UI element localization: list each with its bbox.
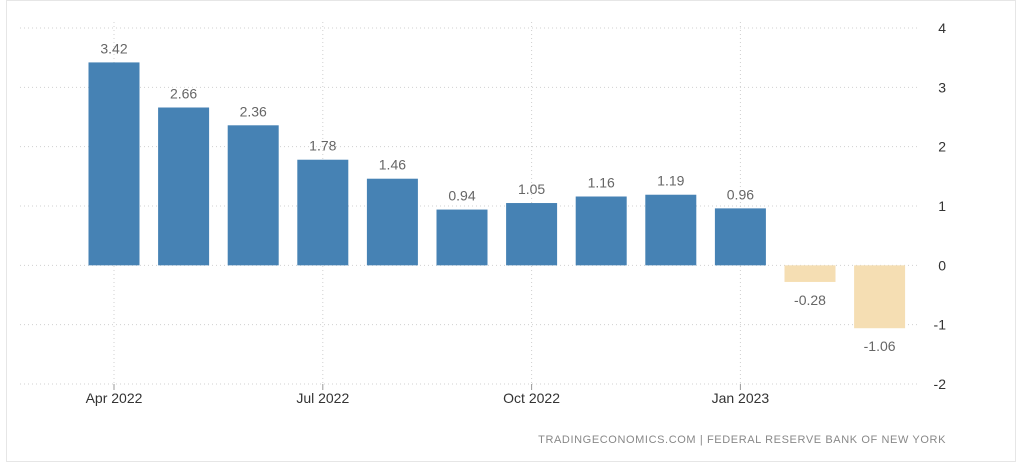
- y-tick-label: 3: [938, 79, 946, 95]
- y-tick-label: -2: [934, 376, 947, 392]
- y-tick-label: 0: [938, 257, 946, 273]
- bar: [88, 62, 140, 266]
- bar: [714, 208, 766, 266]
- y-tick-label: 4: [938, 20, 946, 36]
- bar: [158, 107, 210, 266]
- bar: [575, 196, 627, 266]
- bar: [297, 159, 349, 266]
- bar: [854, 265, 906, 329]
- y-axis: 4 3 2 1 0 -1 -2: [934, 20, 947, 392]
- bar: [366, 178, 418, 266]
- bar-value-label: -0.28: [794, 292, 826, 308]
- source-credit: TRADINGECONOMICS.COM | FEDERAL RESERVE B…: [538, 434, 946, 446]
- y-tick-label: 2: [938, 139, 946, 155]
- chart-data-labels: 3.42 2.66 2.36 1.78 1.46 0.94 1.05 1.16 1.19 0.96…: [100, 40, 895, 354]
- bar-value-label: 1.05: [518, 181, 545, 197]
- bar-value-label: 1.19: [657, 173, 684, 189]
- bar: [784, 265, 836, 282]
- x-tick-label: Jan 2023: [712, 390, 770, 406]
- bar-value-label: 3.42: [100, 40, 127, 56]
- x-tick-label: Oct 2022: [503, 390, 560, 406]
- bar-value-label: 1.16: [588, 175, 615, 191]
- y-tick-label: -1: [934, 317, 947, 333]
- bar-value-label: -1.06: [864, 338, 896, 354]
- bar-value-label: 1.78: [309, 138, 336, 154]
- bar-value-label: 2.66: [170, 86, 197, 102]
- bar: [506, 203, 558, 266]
- bar-value-label: 0.94: [448, 188, 475, 204]
- bar: [227, 125, 279, 266]
- chart-bars: [88, 62, 906, 329]
- bar-value-label: 0.96: [727, 186, 754, 202]
- bar: [645, 194, 697, 266]
- bar-value-label: 2.36: [240, 103, 267, 119]
- bar-value-label: 1.46: [379, 157, 406, 173]
- x-tick-label: Apr 2022: [86, 390, 143, 406]
- x-axis: Apr 2022 Jul 2022 Oct 2022 Jan 2023: [86, 384, 770, 406]
- x-tick-label: Jul 2022: [296, 390, 349, 406]
- bar: [436, 209, 488, 266]
- y-tick-label: 1: [938, 198, 946, 214]
